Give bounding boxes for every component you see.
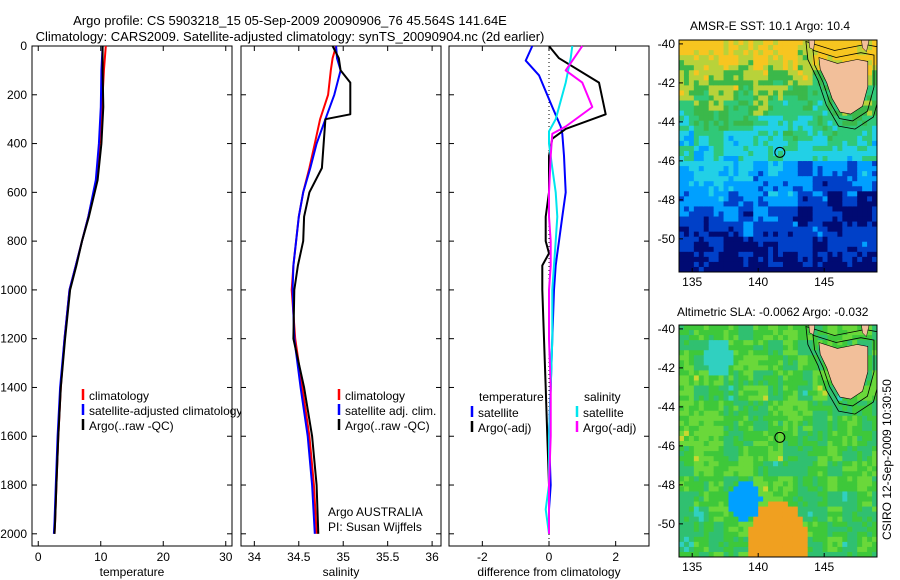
y-tick-label: -46 — [658, 439, 676, 453]
y-tick-label: 600 — [7, 185, 27, 199]
profiles-layer: 0 10 20 30temperature0200400600800100012001… — [0, 39, 650, 579]
y-tick-label: 1000 — [0, 283, 27, 297]
y-tick-label: -50 — [658, 517, 676, 531]
salinity-line-argo-raw-qc- — [292, 45, 352, 534]
y-tick-label: 1200 — [0, 332, 27, 346]
sst_map-panel: 135 140 145 -40 -42 -44 -46 -48 -50 — [658, 37, 878, 289]
x-tick-label: 2 — [612, 550, 619, 564]
y-tick-label: 0 — [20, 39, 27, 53]
x-tick-label: 0 — [35, 550, 42, 564]
panel-annotation: Argo AUSTRALIA — [328, 505, 423, 519]
header-line-2: Climatology: CARS2009. Satellite-adjuste… — [35, 29, 545, 44]
salinity-xlabel: salinity — [323, 565, 360, 579]
y-tick-label: -40 — [658, 322, 676, 336]
x-tick-label: 145 — [814, 560, 834, 574]
temperature-panel: 0 10 20 30 temperature 0 200 400 600 800 1000 1200 1… — [0, 39, 242, 579]
x-tick-label: 34 — [248, 550, 262, 564]
x-tick-label: 10 — [94, 550, 108, 564]
legend-entry: Argo(-adj) — [583, 421, 636, 435]
flinders-island-shape — [861, 40, 870, 53]
x-tick-label: -2 — [477, 550, 488, 564]
y-tick-label: -50 — [658, 232, 676, 246]
sst_map-frame — [678, 39, 878, 273]
x-tick-label: 135 — [682, 275, 702, 289]
y-tick-label: -44 — [658, 400, 676, 414]
maps-layer: 135 140 145 -40 -42 -44 -46 -48 -50 135 140 145 -40 -… — [658, 37, 878, 574]
x-tick-label: 140 — [748, 560, 768, 574]
difference-line-temperature-argo-adj- — [541, 45, 607, 534]
contour-outer — [805, 40, 877, 130]
argo-location-marker — [774, 431, 786, 443]
king-island-shape — [808, 325, 816, 336]
y-tick-label: 800 — [7, 234, 27, 248]
tasmania-shape — [818, 342, 869, 400]
salinity-axes-box — [240, 45, 442, 547]
salinity-series — [290, 45, 352, 534]
contour-inner — [812, 49, 875, 122]
tasmania-land — [805, 40, 877, 130]
x-tick-label: 140 — [748, 275, 768, 289]
y-tick-label: -42 — [658, 361, 676, 375]
x-tick-label: 135 — [682, 560, 702, 574]
y-tick-label: -40 — [658, 37, 676, 51]
legend-entry: satellite — [478, 406, 519, 420]
legend-entry: climatology — [345, 389, 405, 403]
legend-header-temperature: temperature — [479, 390, 544, 404]
temperature-axes-box — [31, 45, 233, 547]
y-tick-label: 400 — [7, 137, 27, 151]
tasmania-land — [805, 325, 877, 415]
y-tick-label: 1600 — [0, 429, 27, 443]
y-tick-label: -48 — [658, 478, 676, 492]
temperature-series — [52, 45, 107, 534]
legend-entry: satellite-adjusted climatology — [89, 404, 242, 418]
y-tick-label: 2000 — [0, 527, 27, 541]
y-tick-label: 1400 — [0, 380, 27, 394]
legend-entry: satellite adj. clim. — [345, 404, 436, 418]
legend-entry: Argo(..raw -QC) — [89, 419, 174, 433]
y-tick-label: -42 — [658, 76, 676, 90]
sla-map-title: Altimetric SLA: -0.0062 Argo: -0.032 — [677, 305, 869, 319]
legend-entry: Argo(..raw -QC) — [345, 419, 430, 433]
difference-line-salinity-satellite — [544, 45, 574, 534]
x-tick-label: 36 — [425, 550, 439, 564]
y-tick-label: 1800 — [0, 478, 27, 492]
contour-outer — [805, 325, 877, 415]
difference-series — [524, 45, 607, 534]
x-tick-label: 35 — [337, 550, 351, 564]
x-tick-label: 0 — [546, 550, 553, 564]
x-tick-label: 30 — [219, 550, 233, 564]
x-tick-label: 35.5 — [376, 550, 400, 564]
header-line-1: Argo profile: CS 5903218_15 05-Sep-2009 … — [73, 13, 507, 28]
argo-location-marker — [774, 146, 786, 158]
legend-entry: satellite — [583, 406, 624, 420]
y-tick-label: -44 — [658, 115, 676, 129]
temperature-xlabel: temperature — [100, 565, 165, 579]
y-tick-label: -48 — [658, 193, 676, 207]
sla_map-panel: 135 140 145 -40 -42 -44 -46 -48 -50 — [658, 322, 878, 574]
legend-header-salinity: salinity — [584, 390, 621, 404]
sst-map-title: AMSR-E SST: 10.1 Argo: 10.4 — [690, 19, 851, 33]
y-tick-label: 200 — [7, 88, 27, 102]
king-island-shape — [808, 40, 816, 51]
legend-entry: climatology — [89, 389, 149, 403]
sla_map-frame — [678, 324, 878, 558]
flinders-island-shape — [861, 325, 870, 338]
legend-entry: Argo(-adj) — [478, 421, 531, 435]
x-tick-label: 34.5 — [287, 550, 311, 564]
temperature-line-argo-raw-qc- — [53, 46, 105, 534]
salinity-panel: 34 34.5 35 35.5 36 salinity climatologysatelli… — [240, 45, 442, 579]
contour-inner — [812, 334, 875, 407]
y-tick-label: -46 — [658, 154, 676, 168]
tasmania-shape — [818, 57, 869, 115]
difference-line-salinity-argo-adj- — [548, 45, 594, 534]
x-tick-label: 20 — [157, 550, 171, 564]
panel-annotation: PI: Susan Wijffels — [328, 520, 422, 534]
difference-xlabel: difference from climatology — [477, 565, 620, 579]
x-tick-label: 145 — [814, 275, 834, 289]
salinity-line-satellite-adj-clim- — [291, 45, 342, 534]
